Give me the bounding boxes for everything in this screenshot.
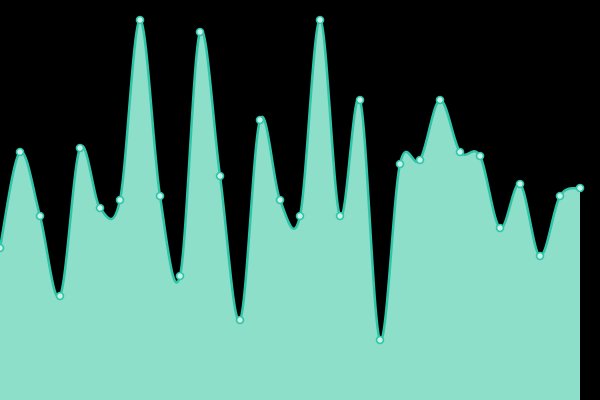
data-point-marker xyxy=(575,183,585,193)
data-point-marker xyxy=(155,191,165,201)
data-point-marker xyxy=(395,159,405,169)
data-point-marker xyxy=(355,95,365,105)
data-point-marker xyxy=(535,251,545,261)
data-point-marker xyxy=(35,211,45,221)
data-point-marker xyxy=(455,147,465,157)
data-point-marker xyxy=(135,15,145,25)
data-point-marker xyxy=(195,27,205,37)
data-point-marker xyxy=(435,95,445,105)
data-point-marker xyxy=(175,271,185,281)
data-point-marker xyxy=(55,291,65,301)
data-point-marker xyxy=(15,147,25,157)
data-point-marker xyxy=(295,211,305,221)
data-point-marker xyxy=(335,211,345,221)
data-point-marker xyxy=(95,203,105,213)
data-point-marker xyxy=(235,315,245,325)
data-point-marker xyxy=(275,195,285,205)
data-point-markers xyxy=(0,15,585,345)
data-point-marker xyxy=(215,171,225,181)
area-fill-path xyxy=(0,19,580,400)
data-point-marker xyxy=(315,15,325,25)
data-point-marker xyxy=(495,223,505,233)
data-point-marker xyxy=(0,243,5,253)
data-point-marker xyxy=(415,155,425,165)
data-point-marker xyxy=(115,195,125,205)
data-point-marker xyxy=(475,151,485,161)
data-point-marker xyxy=(375,335,385,345)
data-point-marker xyxy=(515,179,525,189)
data-point-marker xyxy=(555,191,565,201)
data-point-marker xyxy=(75,143,85,153)
data-point-marker xyxy=(255,115,265,125)
